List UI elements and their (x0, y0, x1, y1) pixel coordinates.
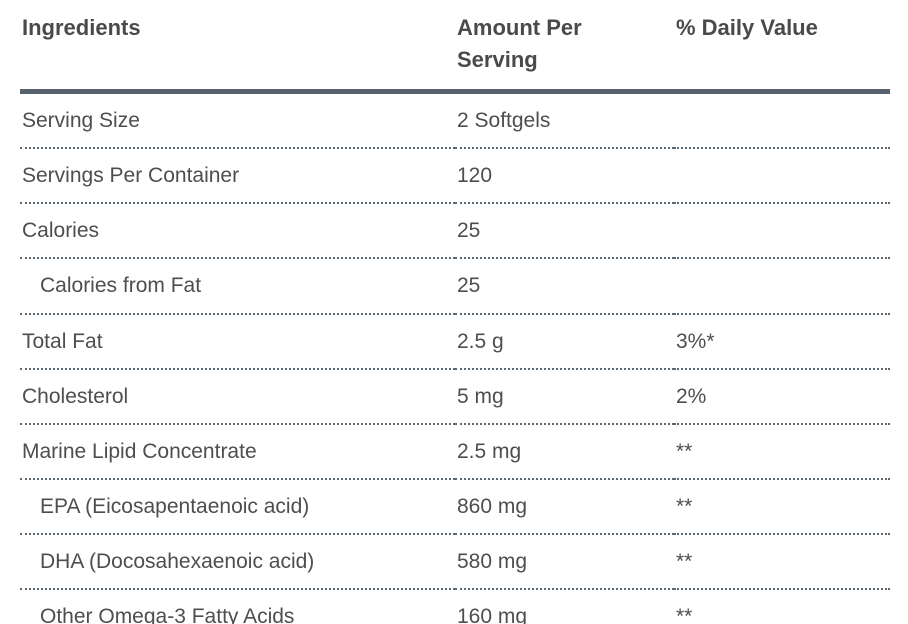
ingredient-name: Serving Size (20, 91, 455, 149)
daily-value: 2% (674, 368, 890, 425)
daily-value (674, 203, 890, 260)
column-header-daily-value-label: % Daily Value (676, 15, 818, 40)
amount-per-serving-value: 2.5 mg (455, 423, 674, 481)
daily-value (674, 147, 890, 205)
amount-per-serving-value: 120 (455, 147, 674, 205)
daily-value: ** (674, 534, 890, 591)
table-row: EPA (Eicosapentaenoic acid) 860 mg ** (20, 479, 890, 536)
amount-per-serving-value: 25 (455, 203, 674, 260)
amount-per-serving-value: 860 mg (455, 479, 674, 536)
ingredient-name: Other Omega-3 Fatty Acids (40, 605, 295, 624)
daily-value: ** (674, 479, 890, 536)
column-header-amount-per-serving: Amount Per Serving (455, 8, 674, 94)
ingredient-name: DHA (Docosahexaenoic acid) (20, 534, 455, 591)
ingredient-name: Calories from Fat (20, 258, 455, 315)
header-row: Ingredients Amount Per Serving % Daily V… (20, 8, 890, 94)
column-header-ingredients: Ingredients (20, 8, 455, 94)
amount-per-serving-value: 5 mg (455, 368, 674, 425)
table-row: Calories from Fat 25 (20, 258, 890, 315)
amount-per-serving-value: 160 mg (457, 605, 528, 624)
column-header-daily-value: % Daily Value (674, 8, 890, 94)
ingredient-name: Marine Lipid Concentrate (20, 423, 455, 481)
ingredient-name: Calories (20, 203, 455, 260)
daily-value: 3%* (674, 313, 890, 370)
amount-per-serving-value: 2 Softgels (455, 91, 674, 149)
ingredient-name: EPA (Eicosapentaenoic acid) (20, 479, 455, 536)
column-header-ingredients-label: Ingredients (22, 15, 141, 40)
ingredient-name: Cholesterol (20, 368, 455, 425)
table-row: Serving Size 2 Softgels (20, 91, 890, 149)
daily-value (674, 258, 890, 315)
daily-value: ** (676, 605, 693, 624)
ingredients-table: Ingredients Amount Per Serving % Daily V… (20, 8, 890, 624)
table-row: Other Omega-3 Fatty Acids 160 mg ** (20, 589, 890, 624)
table-row: Marine Lipid Concentrate 2.5 mg ** (20, 423, 890, 481)
table-row: Total Fat 2.5 g 3%* (20, 313, 890, 370)
ingredient-name: Total Fat (20, 313, 455, 370)
column-header-amount-per-serving-label: Amount Per Serving (457, 15, 582, 72)
amount-per-serving-value: 580 mg (455, 534, 674, 591)
ingredient-name: Servings Per Container (20, 147, 455, 205)
daily-value: ** (674, 423, 890, 481)
amount-per-serving-value: 25 (455, 258, 674, 315)
table-row: Calories 25 (20, 203, 890, 260)
table-row: DHA (Docosahexaenoic acid) 580 mg ** (20, 534, 890, 591)
daily-value (674, 91, 890, 149)
amount-per-serving-value: 2.5 g (455, 313, 674, 370)
table-row: Cholesterol 5 mg 2% (20, 368, 890, 425)
table-row: Servings Per Container 120 (20, 147, 890, 205)
